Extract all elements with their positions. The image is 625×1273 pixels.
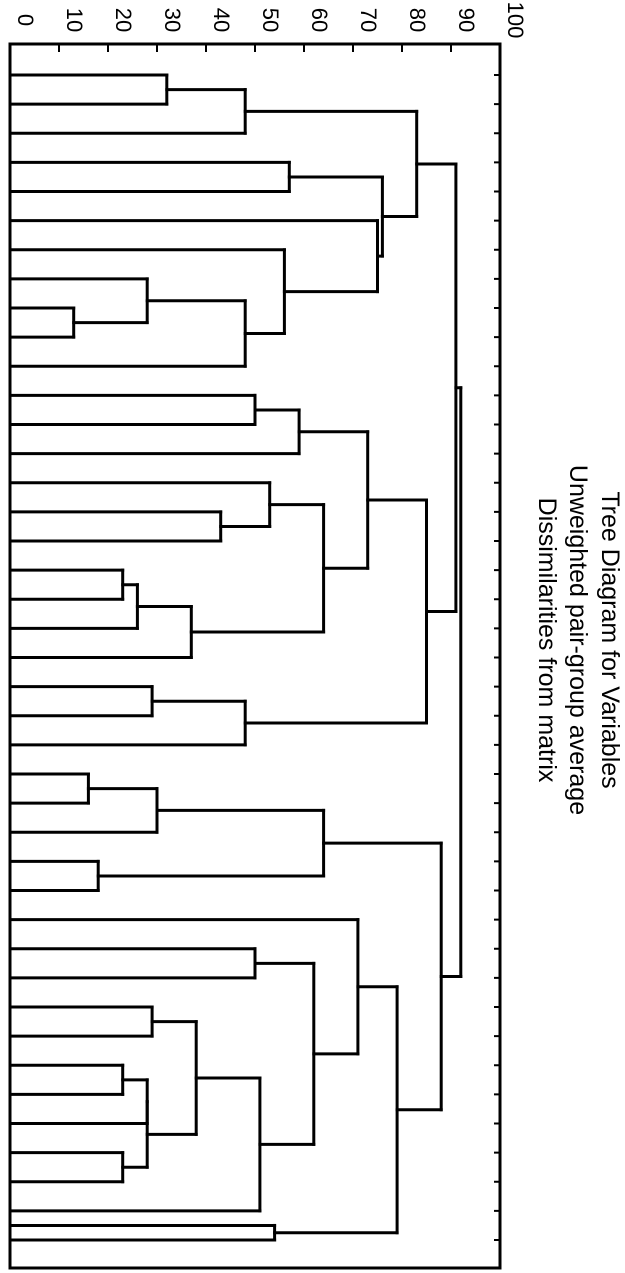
axis-tick-label: 100 bbox=[503, 2, 528, 39]
axis-tick-label: 0 bbox=[13, 14, 38, 26]
chart-title-line-3: Dissimilarities from matrix bbox=[533, 498, 561, 783]
leaf-tick-marks bbox=[494, 74, 500, 1241]
axis-tick-label: 20 bbox=[111, 8, 136, 32]
axis-tick-label: 90 bbox=[454, 8, 479, 32]
chart-title-block: Tree Diagram for Variables Unweighted pa… bbox=[533, 465, 624, 815]
value-axis: 0 10 20 30 40 50 60 70 80 90 100 bbox=[9, 2, 528, 52]
dendrogram-links bbox=[8, 73, 463, 1242]
chart-title-line-2: Unweighted pair-group average bbox=[564, 465, 592, 815]
axis-tick-label: 60 bbox=[307, 8, 332, 32]
axis-tick-label: 30 bbox=[160, 8, 185, 32]
axis-tick-label: 80 bbox=[405, 8, 430, 32]
axis-tick-label: 50 bbox=[258, 8, 283, 32]
axis-tick-label: 10 bbox=[62, 8, 87, 32]
axis-tick-label: 40 bbox=[209, 8, 234, 32]
chart-title-line-1: Tree Diagram for Variables bbox=[596, 491, 624, 788]
axis-tick-label: 70 bbox=[356, 8, 381, 32]
